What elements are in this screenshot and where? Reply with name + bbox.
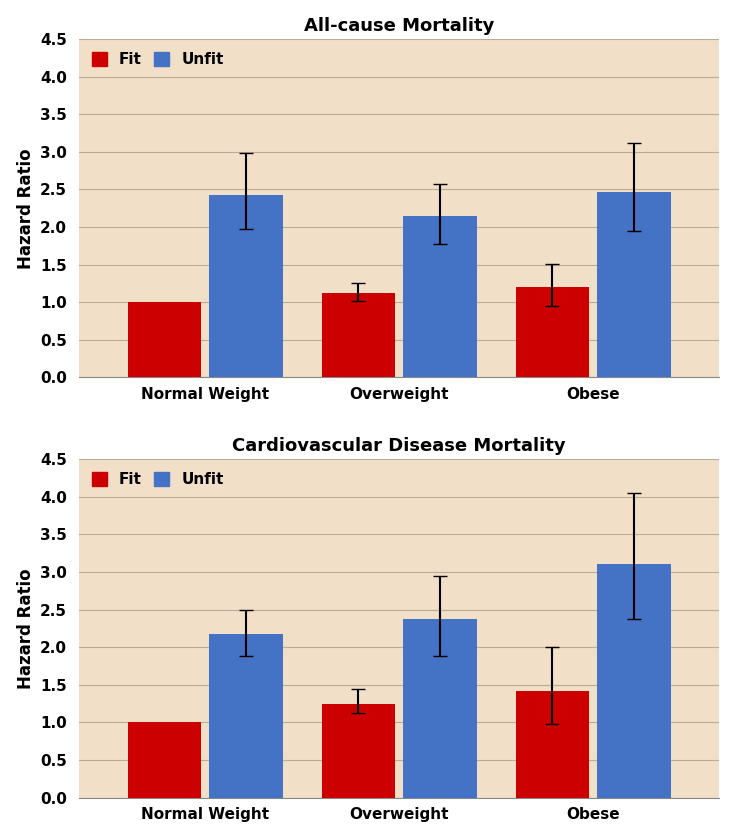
Bar xyxy=(127,302,201,378)
Bar xyxy=(322,704,395,798)
Bar xyxy=(516,690,590,798)
Y-axis label: Hazard Ratio: Hazard Ratio xyxy=(17,148,35,268)
Bar xyxy=(597,191,670,378)
Bar xyxy=(516,287,590,378)
Y-axis label: Hazard Ratio: Hazard Ratio xyxy=(17,568,35,689)
Bar xyxy=(403,618,477,798)
Bar xyxy=(209,195,283,378)
Legend: Fit, Unfit: Fit, Unfit xyxy=(85,466,230,493)
Title: All-cause Mortality: All-cause Mortality xyxy=(304,17,495,34)
Bar xyxy=(403,216,477,378)
Bar xyxy=(597,565,670,798)
Bar xyxy=(209,633,283,798)
Bar xyxy=(322,293,395,378)
Bar xyxy=(127,722,201,798)
Legend: Fit, Unfit: Fit, Unfit xyxy=(85,46,230,73)
Title: Cardiovascular Disease Mortality: Cardiovascular Disease Mortality xyxy=(233,437,566,455)
